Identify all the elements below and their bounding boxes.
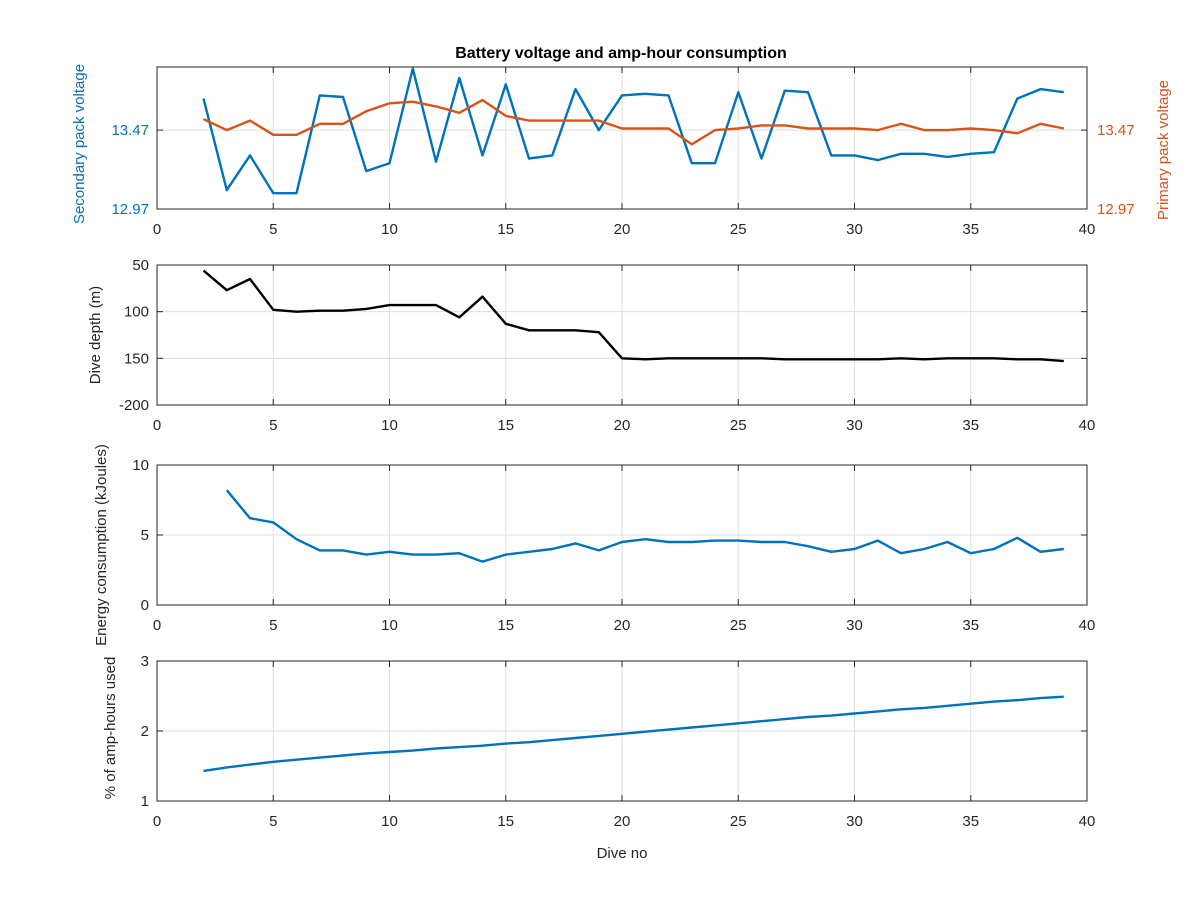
figure-title: Battery voltage and amp-hour consumption [455, 45, 787, 62]
x-tick-label: 15 [497, 417, 514, 434]
y-axis-label: % of amp-hours used [102, 657, 119, 800]
x-tick-label: 10 [381, 617, 398, 634]
y-tick-label: 2 [141, 723, 149, 740]
chart-panel-3: 0 5 10 15 20 25 30 35 40 0 5 10 Energy consumption (… [93, 444, 1095, 646]
y-tick-label: 1 [141, 793, 149, 810]
y-tick-label: 150 [124, 350, 149, 367]
x-tick-label: 10 [381, 417, 398, 434]
x-tick-label: 25 [730, 417, 747, 434]
chart-panel-4: 0 5 10 15 20 25 30 35 40 1 2 3 % of amp-hours used Di… [102, 653, 1095, 862]
y-right-tick-label: 13.47 [1097, 122, 1135, 139]
x-tick-label: 40 [1079, 813, 1096, 830]
y-tick-label: 0 [141, 597, 149, 614]
x-tick-label: 10 [381, 813, 398, 830]
series-line-1 [203, 695, 1064, 773]
x-tick-label: 20 [614, 417, 631, 434]
series-line-2 [202, 98, 1065, 146]
x-tick-label: 25 [730, 617, 747, 634]
x-tick-label: 35 [962, 221, 979, 238]
x-tick-label: 25 [730, 221, 747, 238]
x-tick-label: 15 [497, 221, 514, 238]
x-tick-label: 40 [1079, 417, 1096, 434]
series-line-1 [202, 269, 1064, 363]
x-tick-label: 10 [381, 221, 398, 238]
x-tick-label: 35 [962, 417, 979, 434]
x-tick-label: 30 [846, 813, 863, 830]
x-tick-label: 0 [153, 221, 161, 238]
y-axis-label: Secondary pack voltage [71, 64, 88, 224]
x-tick-label: 20 [614, 617, 631, 634]
series-line-1 [202, 67, 1064, 195]
y-axis-right-label: Primary pack voltage [1155, 80, 1172, 220]
x-tick-label: 35 [962, 617, 979, 634]
x-tick-label: 40 [1079, 221, 1096, 238]
x-tick-label: 30 [846, 617, 863, 634]
x-tick-label: 30 [846, 417, 863, 434]
x-tick-label: 0 [153, 417, 161, 434]
x-tick-label: 5 [269, 221, 277, 238]
x-tick-label: 5 [269, 617, 277, 634]
x-tick-label: 25 [730, 813, 747, 830]
y-tick-label: 100 [124, 304, 149, 321]
x-tick-label: 0 [153, 617, 161, 634]
x-tick-label: 30 [846, 221, 863, 238]
y-tick-label: -200 [119, 397, 149, 414]
x-tick-label: 15 [497, 617, 514, 634]
x-tick-label: 5 [269, 417, 277, 434]
y-axis-label: Energy consumption (kJoules) [93, 444, 110, 646]
x-axis-label: Dive no [597, 845, 648, 862]
x-tick-label: 35 [962, 813, 979, 830]
y-right-tick-label: 12.97 [1097, 201, 1135, 218]
y-tick-label: 12.97 [111, 201, 149, 218]
y-tick-label: 13.47 [111, 122, 149, 139]
y-tick-label: 10 [132, 457, 149, 474]
x-tick-label: 0 [153, 813, 161, 830]
y-tick-label: 5 [141, 527, 149, 544]
x-tick-label: 40 [1079, 617, 1096, 634]
series-line-1 [225, 489, 1064, 563]
chart-panel-2: 0 5 10 15 20 25 30 35 40 -200 150 100 50 Dive depth (… [87, 257, 1095, 434]
x-tick-label: 20 [614, 813, 631, 830]
y-tick-label: 50 [132, 257, 149, 274]
x-tick-label: 15 [497, 813, 514, 830]
y-tick-label: 3 [141, 653, 149, 670]
x-tick-label: 20 [614, 221, 631, 238]
y-axis-label: Dive depth (m) [87, 286, 104, 384]
x-tick-label: 5 [269, 813, 277, 830]
